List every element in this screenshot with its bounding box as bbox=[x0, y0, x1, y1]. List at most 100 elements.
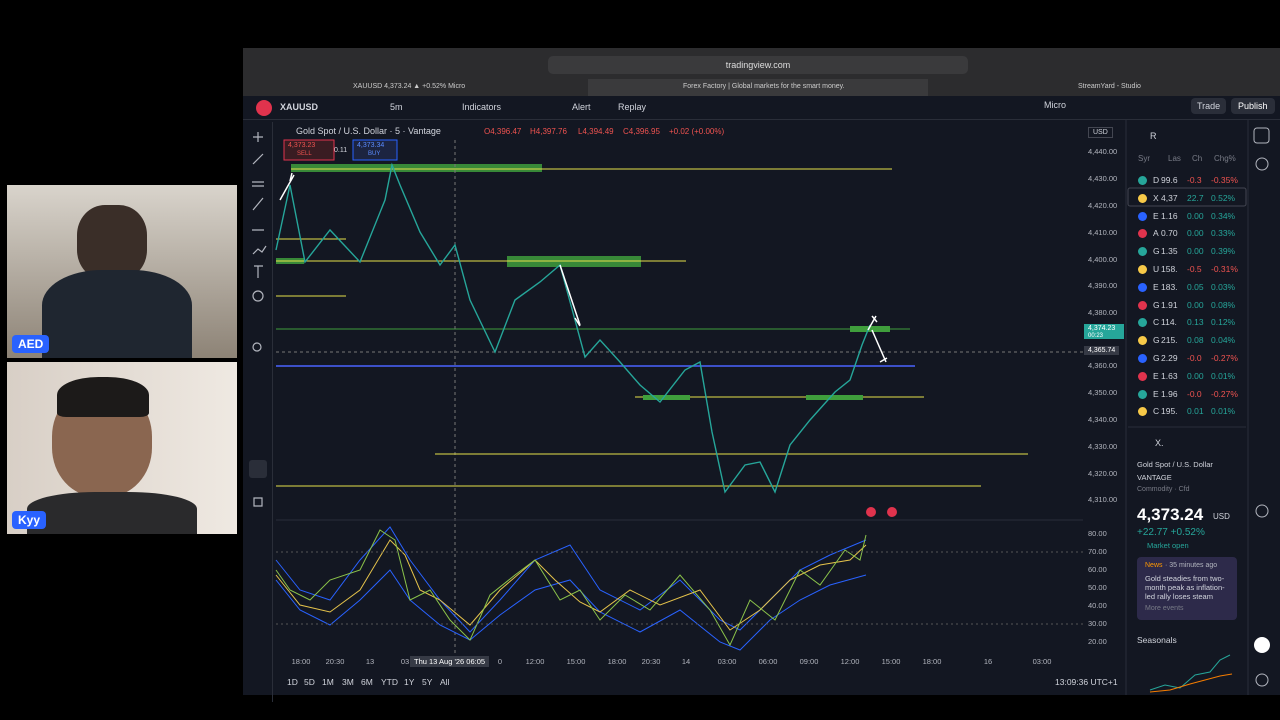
watchlist-cell: 0.00 bbox=[1187, 228, 1204, 239]
address-bar[interactable]: tradingview.com bbox=[548, 56, 968, 74]
time-axis-label: 03 bbox=[400, 657, 410, 666]
watchlist-cell: 0.00 bbox=[1187, 246, 1204, 257]
publish-button[interactable]: Publish bbox=[1231, 98, 1275, 114]
tab[interactable]: StreamYard - Studio bbox=[1078, 83, 1141, 90]
watchlist-cell[interactable]: G bbox=[1153, 335, 1160, 346]
watchlist-cell[interactable]: E bbox=[1153, 370, 1159, 381]
tool-icon[interactable] bbox=[252, 342, 262, 352]
tool-active[interactable] bbox=[249, 460, 267, 478]
time-axis-label: 18:00 bbox=[607, 657, 627, 666]
side-icon[interactable] bbox=[1254, 637, 1270, 653]
watchlist-cell: 0.33% bbox=[1211, 228, 1236, 239]
watchlist-cell[interactable]: D bbox=[1153, 175, 1160, 185]
watchlist-cell[interactable]: C bbox=[1153, 406, 1160, 417]
tab[interactable]: XAUUSD 4,373.24 ▲ +0.52% Micro bbox=[353, 83, 466, 90]
indicators-button[interactable]: Indicators bbox=[462, 102, 502, 112]
price-axis-label: 4,430.00 bbox=[1088, 174, 1118, 183]
watchlist-cell[interactable]: G bbox=[1153, 353, 1160, 363]
time-axis-label: 13 bbox=[365, 657, 375, 666]
watchlist-cell: 0.00 bbox=[1187, 299, 1204, 310]
symbol-icon bbox=[1138, 211, 1147, 221]
details-currency: USD bbox=[1213, 512, 1230, 521]
side-icon[interactable] bbox=[1255, 673, 1269, 687]
range-button[interactable]: 1M bbox=[322, 677, 334, 687]
ohlc-value: O4,396.47 bbox=[484, 127, 522, 136]
tool-icon[interactable] bbox=[253, 497, 263, 507]
arrow bbox=[279, 172, 888, 363]
buy-price: 4,373.34 bbox=[357, 142, 385, 149]
side-icons bbox=[1253, 127, 1270, 687]
alert-button[interactable]: Alert bbox=[572, 102, 591, 112]
range-button[interactable]: 5D bbox=[304, 677, 315, 687]
osc-line bbox=[275, 529, 867, 647]
zone bbox=[291, 164, 542, 172]
currency[interactable]: USD bbox=[1088, 127, 1113, 138]
tab[interactable]: Forex Factory | Global markets for the s… bbox=[683, 83, 845, 90]
watchlist-cell[interactable]: X bbox=[1153, 192, 1159, 203]
watchlist-title[interactable]: R bbox=[1150, 131, 1157, 141]
watchlist-cell: 0.04% bbox=[1211, 335, 1236, 346]
replay-button[interactable]: Replay bbox=[618, 102, 647, 112]
watchlist-cell[interactable]: G bbox=[1153, 299, 1160, 310]
watchlist-cell[interactable]: U bbox=[1153, 264, 1160, 274]
time-axis-label: 03:00 bbox=[717, 657, 737, 666]
time-axis-label: 09:00 bbox=[799, 657, 819, 666]
time-axis-label: 12:00 bbox=[525, 657, 545, 666]
buy-label: BUY bbox=[368, 151, 381, 157]
buy-box[interactable] bbox=[352, 139, 398, 161]
symbol-icon bbox=[1138, 247, 1147, 257]
tab-strip: XAUUSD 4,373.24 ▲ +0.52% Micro Forex Fac… bbox=[243, 79, 1280, 96]
price-axis-label: 4,410.00 bbox=[1088, 228, 1118, 237]
watchlist-cell: 4,37 bbox=[1161, 192, 1178, 203]
watchlist-cell[interactable]: E bbox=[1153, 210, 1159, 221]
watchlist-cell: 1.63 bbox=[1161, 370, 1178, 381]
tool-icons[interactable] bbox=[252, 132, 267, 278]
symbol-icon bbox=[1138, 407, 1147, 417]
tool-icon[interactable] bbox=[252, 290, 264, 302]
interval[interactable]: 5m bbox=[390, 102, 403, 112]
trade-button[interactable]: Trade bbox=[1191, 98, 1227, 114]
spread: 0.11 bbox=[334, 147, 348, 154]
range-button[interactable]: 3M bbox=[342, 677, 354, 687]
side-icon[interactable] bbox=[1255, 157, 1269, 171]
watchlist-cell[interactable]: A bbox=[1153, 228, 1159, 239]
side-icon[interactable] bbox=[1255, 504, 1269, 518]
watchlist-cell: -0.27% bbox=[1211, 388, 1238, 399]
time-axis-label: 15:00 bbox=[566, 657, 586, 666]
crosshair-time-tag: Thu 13 Aug '26 06:05 bbox=[410, 656, 490, 667]
symbol-search[interactable]: XAUUSD bbox=[280, 102, 319, 112]
watchlist-cell[interactable]: C bbox=[1153, 317, 1160, 328]
price-axis-label: 4,350.00 bbox=[1088, 388, 1118, 397]
watchlist-cell: 195. bbox=[1161, 406, 1178, 417]
more-events[interactable]: More events bbox=[1145, 605, 1184, 612]
range-button[interactable]: 5Y bbox=[422, 677, 433, 687]
range-button[interactable]: 1D bbox=[287, 677, 298, 687]
symbol-icon bbox=[1138, 265, 1147, 274]
range-button[interactable]: All bbox=[440, 677, 450, 687]
participant-label: AED bbox=[12, 335, 50, 353]
time-axis-label: 20:30 bbox=[325, 657, 345, 666]
watchlist-cell[interactable]: E bbox=[1153, 388, 1159, 399]
news-text[interactable]: Gold steadies from two-month peak as inf… bbox=[1145, 574, 1225, 601]
price-axis-label: 4,400.00 bbox=[1088, 255, 1118, 264]
event-marker[interactable] bbox=[866, 507, 876, 517]
news-card[interactable] bbox=[1137, 557, 1237, 620]
symbol-icon bbox=[1138, 318, 1147, 328]
watchlist-cell[interactable]: G bbox=[1153, 246, 1160, 257]
account[interactable]: Micro bbox=[1044, 100, 1066, 110]
watchlist-cell[interactable]: E bbox=[1153, 281, 1159, 292]
time-axis-label: 06:00 bbox=[758, 657, 778, 666]
event-marker[interactable] bbox=[887, 507, 897, 517]
avatar[interactable] bbox=[256, 100, 272, 116]
details-change: +22.77 +0.52% bbox=[1137, 527, 1205, 538]
column-header: Chg% bbox=[1214, 154, 1236, 163]
sell-box[interactable] bbox=[283, 139, 335, 161]
side-icon[interactable] bbox=[1253, 127, 1270, 144]
watchlist-cell: 0.39% bbox=[1211, 246, 1236, 257]
range-button[interactable]: 6M bbox=[361, 677, 373, 687]
video-tile: Kyy bbox=[7, 362, 237, 534]
symbol-icon bbox=[1138, 336, 1147, 346]
range-button[interactable]: YTD bbox=[381, 677, 398, 687]
range-button[interactable]: 1Y bbox=[404, 677, 415, 687]
details-kind: Commodity · Cfd bbox=[1137, 486, 1190, 493]
